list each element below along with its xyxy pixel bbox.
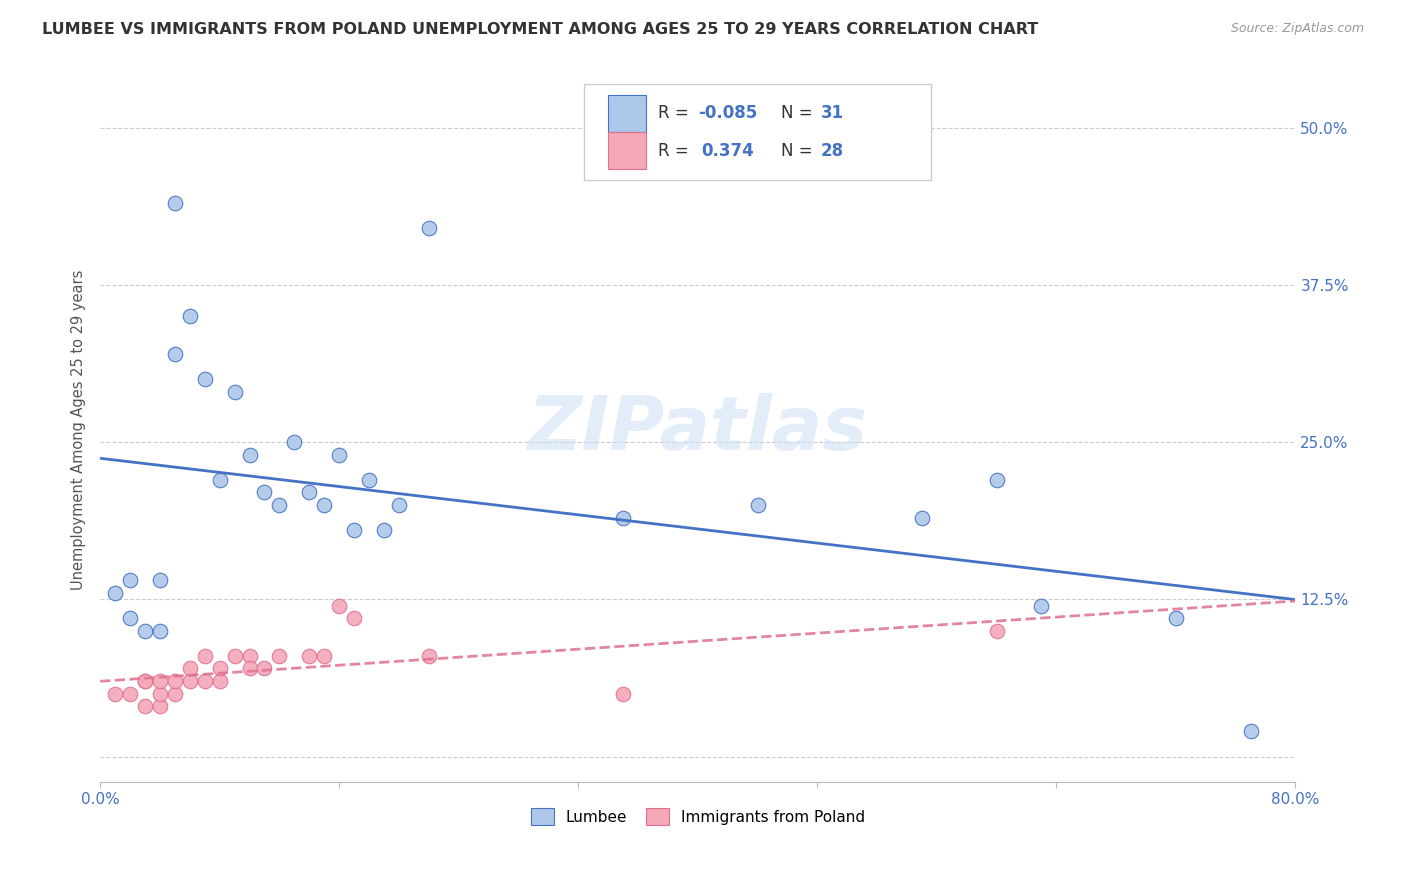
Point (134, 699, 156, 714)
Point (418, 221, 440, 235)
Point (238, 648, 260, 663)
Point (328, 448, 350, 462)
Point (418, 648, 440, 663)
Point (208, 473, 231, 487)
Point (747, 498, 769, 512)
Point (149, 574, 172, 588)
Point (194, 648, 217, 663)
Point (612, 687, 634, 701)
Point (911, 510, 934, 524)
Text: -0.085: -0.085 (697, 104, 756, 122)
Point (163, 196, 186, 211)
Text: N =: N = (782, 104, 818, 122)
Text: 0.374: 0.374 (702, 142, 754, 160)
Point (343, 523, 366, 537)
Point (283, 435, 305, 450)
Point (149, 687, 172, 701)
Point (194, 674, 217, 689)
Point (118, 687, 141, 701)
Point (163, 347, 186, 361)
Point (179, 310, 201, 324)
Point (238, 448, 260, 462)
Point (179, 661, 201, 675)
Point (163, 674, 186, 689)
Point (298, 485, 321, 500)
Point (253, 485, 276, 500)
Point (343, 611, 366, 625)
Point (1239, 724, 1261, 739)
Text: ZIPatlas: ZIPatlas (527, 393, 868, 466)
Point (328, 599, 350, 613)
Point (253, 661, 276, 675)
Point (986, 624, 1008, 638)
Point (134, 674, 156, 689)
Point (224, 384, 246, 399)
Point (269, 648, 291, 663)
FancyBboxPatch shape (609, 132, 647, 169)
Text: 31: 31 (821, 104, 844, 122)
Legend: Lumbee, Immigrants from Poland: Lumbee, Immigrants from Poland (522, 799, 875, 834)
Point (163, 687, 186, 701)
FancyBboxPatch shape (585, 85, 931, 179)
Point (149, 624, 172, 638)
FancyBboxPatch shape (609, 95, 647, 132)
Point (118, 574, 141, 588)
Point (134, 624, 156, 638)
Point (208, 674, 231, 689)
Point (298, 648, 321, 663)
Point (238, 661, 260, 675)
Point (134, 674, 156, 689)
Point (194, 372, 217, 386)
Point (149, 699, 172, 714)
Point (104, 586, 127, 600)
Text: R =: R = (658, 104, 695, 122)
Point (149, 674, 172, 689)
Point (224, 648, 246, 663)
Point (612, 510, 634, 524)
Point (179, 674, 201, 689)
Point (118, 611, 141, 625)
Point (104, 687, 127, 701)
Text: 28: 28 (821, 142, 844, 160)
Point (373, 523, 395, 537)
Text: N =: N = (782, 142, 818, 160)
Point (269, 498, 291, 512)
Y-axis label: Unemployment Among Ages 25 to 29 years: Unemployment Among Ages 25 to 29 years (72, 269, 86, 590)
Point (314, 648, 336, 663)
Point (208, 661, 231, 675)
Point (359, 473, 381, 487)
Point (314, 498, 336, 512)
Text: LUMBEE VS IMMIGRANTS FROM POLAND UNEMPLOYMENT AMONG AGES 25 TO 29 YEARS CORRELAT: LUMBEE VS IMMIGRANTS FROM POLAND UNEMPLO… (42, 22, 1039, 37)
Point (986, 473, 1008, 487)
Point (1031, 599, 1053, 613)
Text: R =: R = (658, 142, 695, 160)
Point (388, 498, 411, 512)
Point (1164, 611, 1187, 625)
Text: Source: ZipAtlas.com: Source: ZipAtlas.com (1230, 22, 1364, 36)
